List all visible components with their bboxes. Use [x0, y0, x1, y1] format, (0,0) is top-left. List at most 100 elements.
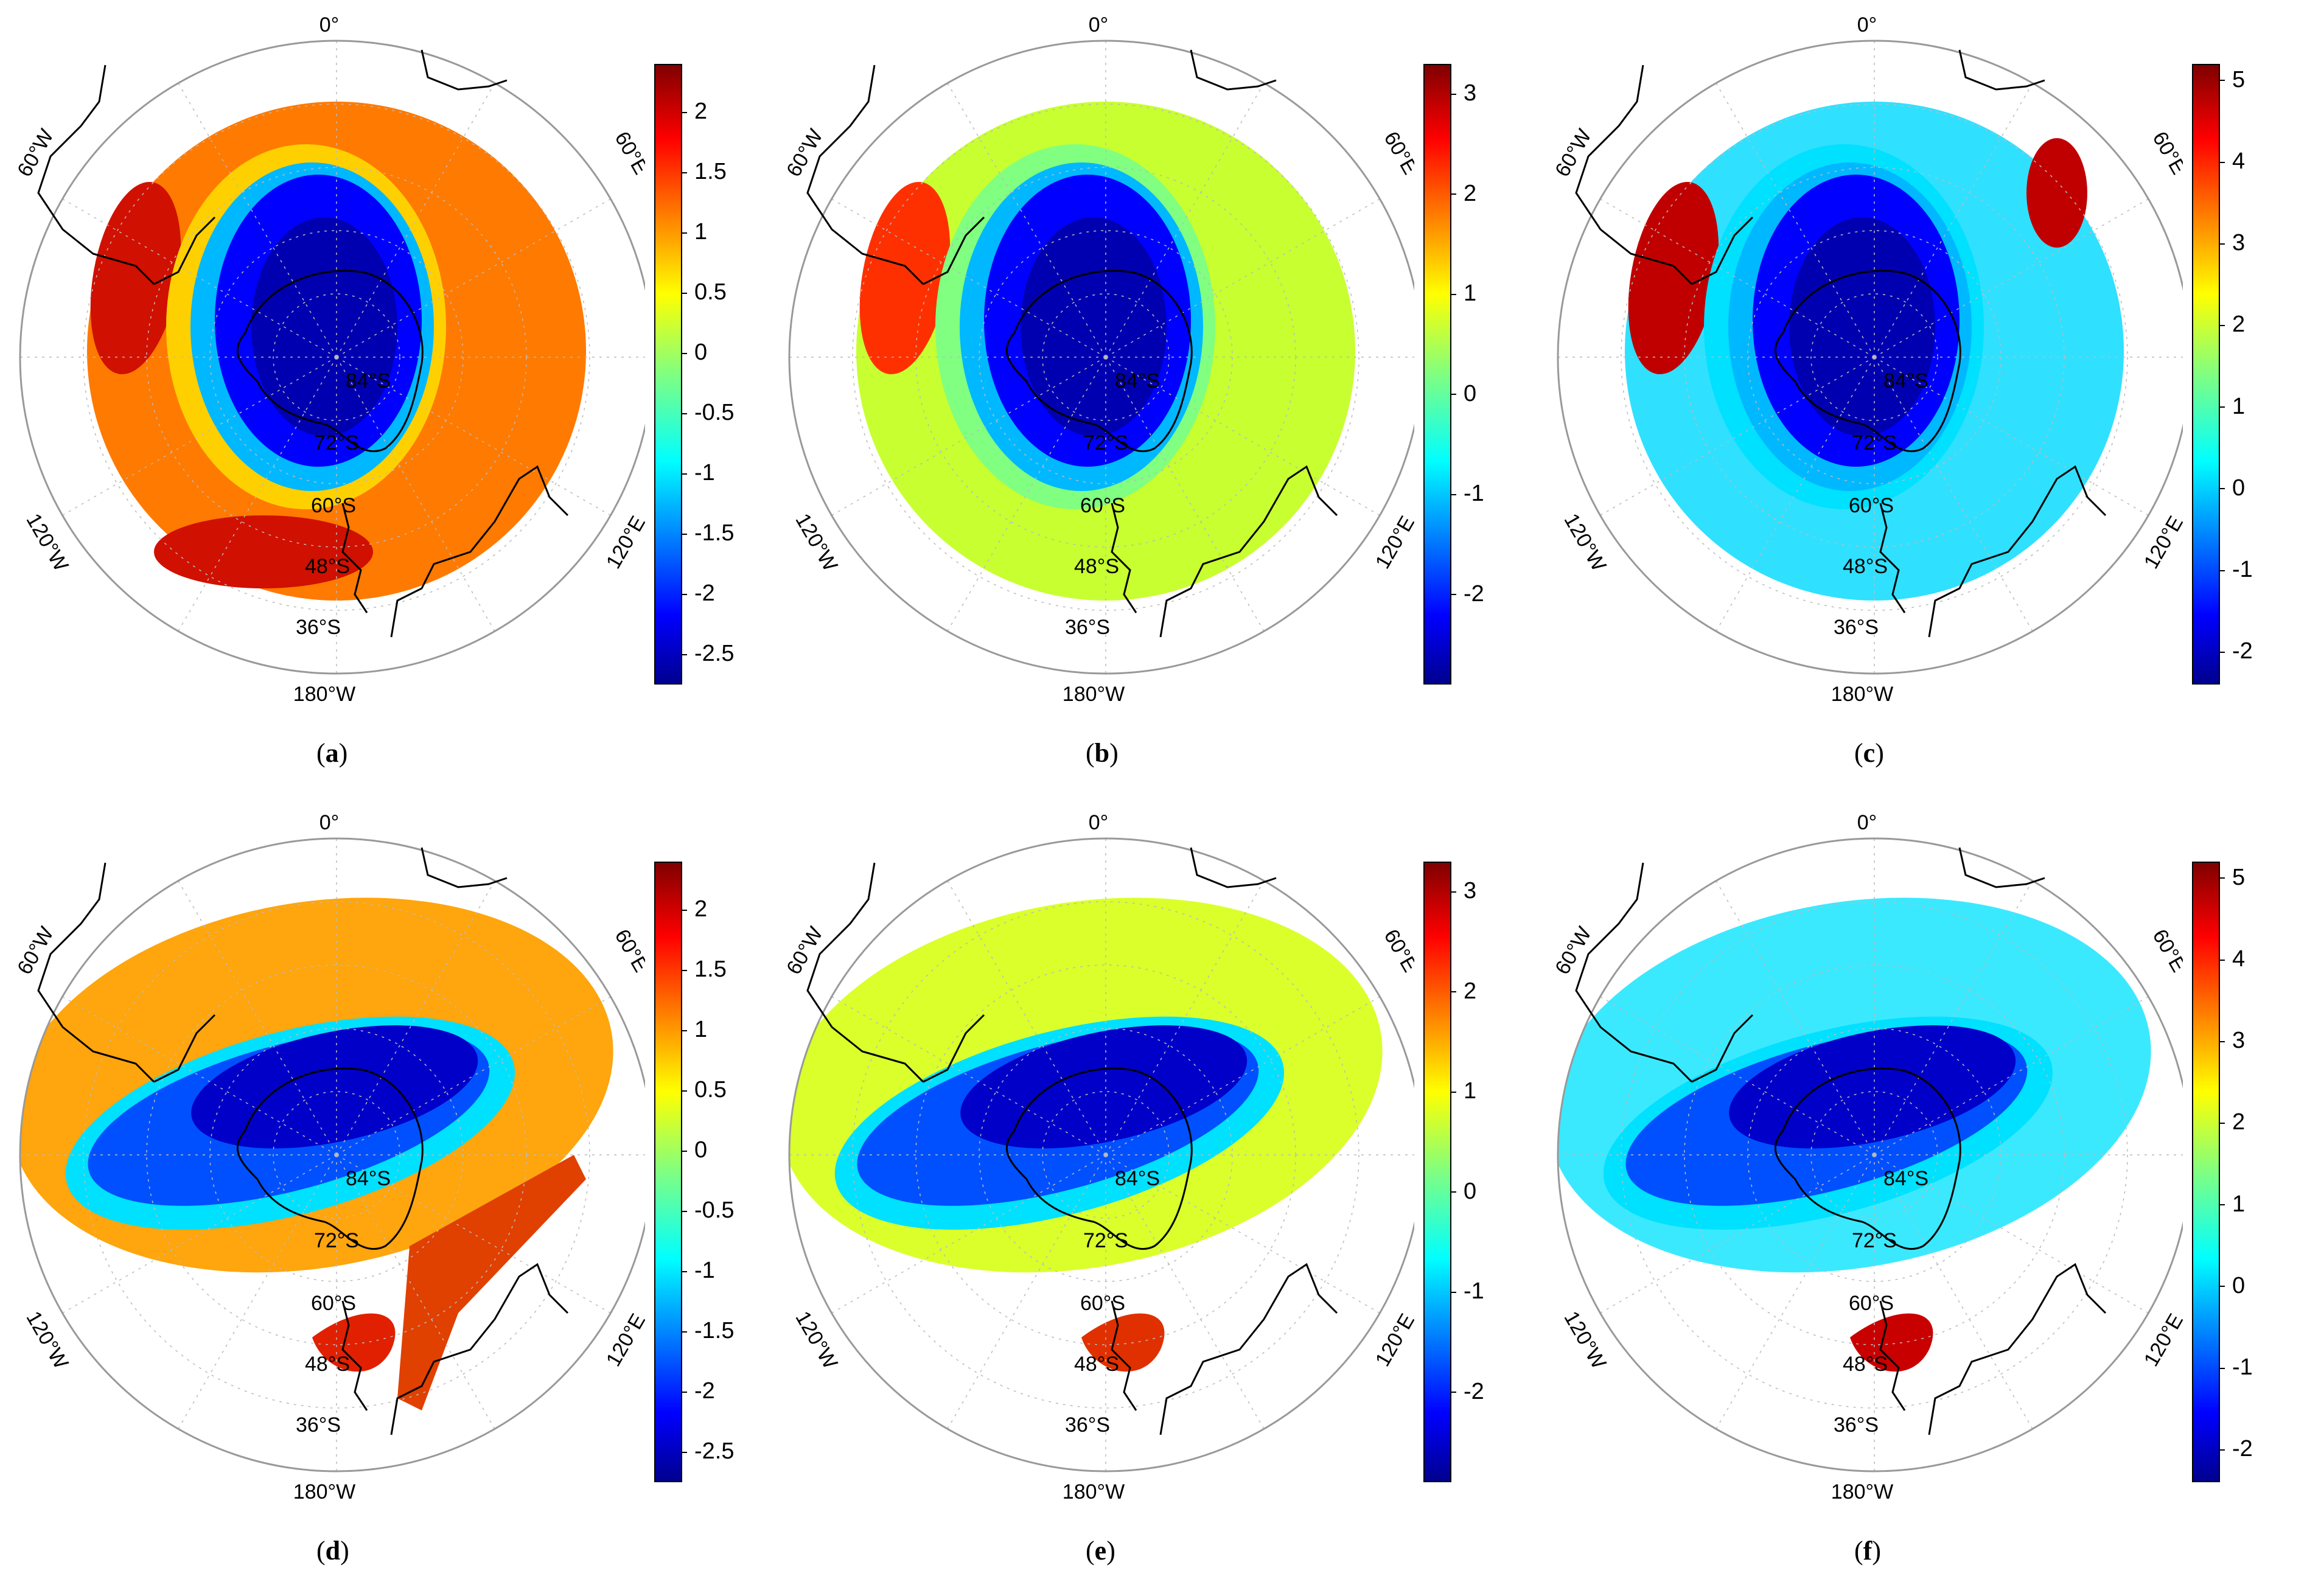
map-label-lat-36: 36°S [296, 1413, 341, 1437]
graticule [789, 41, 1414, 674]
map-label-top: 0° [1089, 811, 1109, 834]
africa-coastline [421, 847, 508, 888]
map-label-lat-36: 36°S [1834, 616, 1879, 639]
map-label-lat-72: 72°S [1852, 431, 1897, 455]
map-label-bottom: 180°W [293, 683, 355, 706]
map-frame [1557, 40, 2183, 675]
map-frame [788, 837, 1414, 1472]
map-label-lat-60: 60°S [311, 1292, 356, 1315]
antarctica-coastline [236, 270, 424, 453]
africa-coastline [1190, 49, 1277, 91]
colorbar-tick-label: 2 [680, 896, 708, 922]
africa-coastline [1958, 49, 2045, 91]
map-label-lat-84: 84°S [1115, 369, 1160, 392]
colorbar-tick-label: -2 [2219, 1436, 2253, 1462]
map-label-top: 0° [319, 13, 340, 37]
map-label-lat-84: 84°S [346, 1167, 391, 1190]
colorbar-tick-label: 4 [2218, 148, 2246, 175]
caption-close-paren: ) [1875, 738, 1884, 768]
colorbar-tick-label: -2 [681, 1378, 715, 1404]
colorbar-tick-label: -1 [1450, 481, 1484, 507]
panel-caption: (c) [1854, 737, 1884, 768]
new-zealand-coastline [1879, 503, 1906, 613]
map-label-lower-right: 120°E [602, 1310, 645, 1371]
africa-coastline [1190, 847, 1277, 888]
map-label-bottom: 180°W [1063, 683, 1125, 706]
data-field [856, 102, 1355, 601]
colorbar-tick-label: -1 [2219, 1354, 2253, 1381]
panel-c: 0° 60°W 60°E 120°W 120°E 180°W 84°S 72°S 60°S 48°… [1538, 0, 2307, 798]
map-label-lat-84: 84°S [1883, 369, 1928, 392]
antarctica-coastline [1774, 270, 1961, 453]
caption-letter: b [1094, 738, 1110, 768]
caption-open-paren: ( [1086, 1536, 1095, 1566]
map-label-lat-60: 60°S [1849, 494, 1894, 517]
colorbar-tick-label: -1.5 [680, 1318, 735, 1344]
colorbar-tick-label: -1 [681, 1258, 715, 1284]
caption-close-paren: ) [1106, 1536, 1115, 1566]
antarctica-coastline [1005, 1067, 1193, 1250]
coastlines [1575, 49, 2107, 638]
australia-coastline [390, 465, 569, 638]
map-label-right: 60°E [1380, 128, 1414, 178]
map-label-top: 0° [1857, 13, 1877, 37]
colorbar-tick-label: 2 [680, 99, 708, 125]
graticule [20, 838, 645, 1471]
caption-letter: f [1863, 1536, 1872, 1566]
panel-e: 0° 60°W 60°E 120°W 120°E 180°W 84°S 72°S 60°S 48°… [769, 798, 1538, 1595]
coastlines [1575, 847, 2107, 1435]
map-label-lat-48: 48°S [305, 555, 350, 578]
data-field [87, 102, 586, 601]
map-frame [1557, 837, 2183, 1472]
colorbar-tick-label: 1 [680, 1017, 708, 1043]
map-label-lat-48: 48°S [1074, 555, 1119, 578]
colorbar-tick-label: 2 [1450, 978, 1477, 1004]
map-label-right: 60°E [1380, 925, 1414, 976]
caption-close-paren: ) [1872, 1536, 1881, 1566]
australia-coastline [1928, 465, 2107, 638]
colorbar-tick-label: -2.5 [680, 1438, 735, 1465]
colorbar-tick-label: -1 [681, 460, 715, 486]
colorbar-tick-label: 0 [1450, 380, 1477, 406]
colorbar-tick-label: 0 [2218, 1272, 2246, 1298]
panel-b: 0° 60°W 60°E 120°W 120°E 180°W 84°S 72°S 60°S 48°… [769, 0, 1538, 798]
map-label-right: 60°E [610, 925, 645, 976]
map-label-lower-right: 120°E [602, 512, 645, 573]
graticule [789, 838, 1414, 1471]
colorbar [654, 64, 682, 685]
map-label-lat-72: 72°S [314, 1229, 359, 1252]
map-label-lat-84: 84°S [1115, 1167, 1160, 1190]
colorbar-tick-label: 0.5 [681, 279, 727, 305]
map-label-lat-60: 60°S [1849, 1292, 1894, 1315]
colorbar-tick-label: 0 [680, 1137, 708, 1163]
caption-open-paren: ( [1854, 1536, 1863, 1566]
caption-open-paren: ( [316, 1536, 326, 1566]
map-label-bottom: 180°W [1831, 1480, 1893, 1504]
colorbar-tick-label: 1.5 [681, 957, 727, 983]
coastlines [806, 847, 1338, 1435]
colorbar-tick-label: 3 [2218, 230, 2246, 256]
panel-caption: (d) [316, 1535, 349, 1566]
colorbar [2192, 64, 2220, 685]
caption-open-paren: ( [1854, 738, 1863, 768]
panel-caption: (e) [1086, 1535, 1115, 1566]
panel-a: 0° 60°W 60°E 120°W 120°E 180°W 84°S 72°S 60°S 48°… [0, 0, 769, 798]
colorbar-tick-label: 5 [2218, 66, 2246, 92]
data-field [20, 897, 613, 1410]
new-zealand-coastline [341, 1300, 368, 1411]
map-label-left: 60°W [782, 125, 828, 181]
caption-letter: c [1863, 738, 1876, 768]
map-label-bottom: 180°W [1831, 683, 1893, 706]
panel-f: 0° 60°W 60°E 120°W 120°E 180°W 84°S 72°S 60°S 48°… [1538, 798, 2307, 1595]
new-zealand-coastline [1111, 1300, 1137, 1411]
map-label-top: 0° [1089, 13, 1109, 37]
colorbar [1423, 64, 1451, 685]
map-label-lat-48: 48°S [1843, 1353, 1888, 1376]
colorbar-tick-label: -1 [2219, 557, 2253, 583]
map-label-right: 60°E [610, 128, 645, 178]
map-label-left: 60°W [782, 923, 828, 978]
colorbar-tick-label: 1.5 [681, 159, 727, 185]
map-label-lat-48: 48°S [305, 1353, 350, 1376]
